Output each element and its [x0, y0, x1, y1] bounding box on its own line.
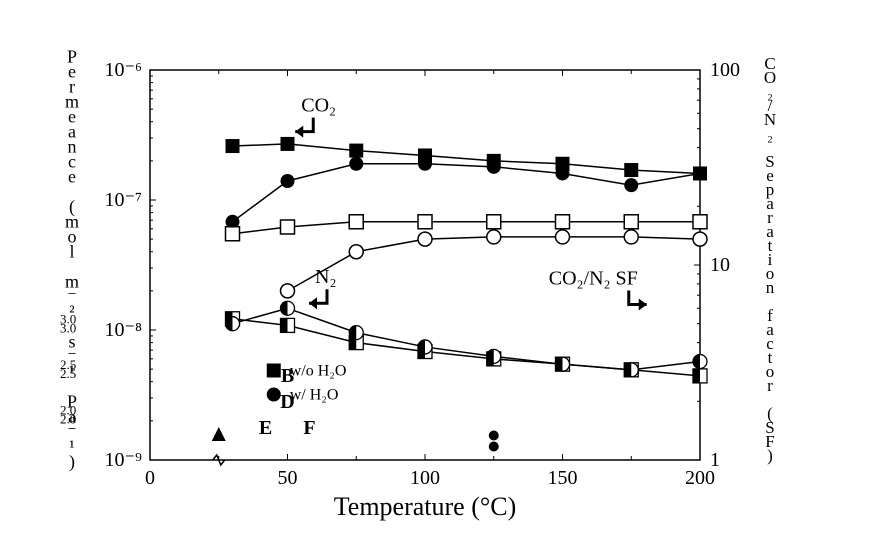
svg-text:2.5: 2.5	[60, 366, 76, 381]
svg-text:): )	[69, 452, 75, 473]
y-left-tick-label: 10⁻⁷	[104, 189, 142, 211]
series-markers-N2_wH2O	[281, 230, 708, 298]
y-left-tick-label: 10⁻⁹	[104, 449, 142, 471]
svg-text:l: l	[69, 242, 74, 262]
svg-text:e: e	[68, 167, 76, 187]
y-left-tick-label: 10⁻⁸	[104, 319, 142, 341]
svg-text:r: r	[767, 376, 773, 395]
x-tick-label: 50	[278, 467, 298, 489]
inline-label: CO₂/N₂ SF	[549, 268, 638, 290]
legend-item-label: w/o H₂O	[290, 363, 347, 380]
arrow-left-icon	[309, 289, 327, 309]
x-axis-label: Temperature (°C)	[334, 492, 517, 521]
y-right-tick-label: 10	[710, 254, 730, 276]
legend-item-label: w/ H₂O	[290, 387, 339, 404]
svg-text:F: F	[303, 417, 315, 439]
svg-text:3.0: 3.0	[60, 321, 76, 336]
inline-label: CO₂	[301, 95, 336, 117]
x-tick-label: 100	[410, 467, 440, 489]
legend: w/o H₂O w/ H₂O	[267, 363, 347, 404]
arrow-right-icon	[629, 291, 647, 311]
svg-text:n: n	[766, 278, 775, 297]
series-line-SF_wH2O	[233, 308, 701, 370]
y-right-tick-label: 1	[710, 449, 720, 471]
y-left-tick-label: 10⁻⁶	[104, 59, 142, 81]
svg-text:B: B	[281, 365, 294, 387]
chart-svg: 05010015020010⁻⁹10⁻⁸10⁻⁷10⁻⁶110100Temper…	[0, 0, 877, 554]
y-right-axis-label: CO₂/N₂ Separation factor (SF)	[764, 54, 776, 465]
arrow-left-icon	[295, 118, 313, 138]
svg-text:): )	[767, 446, 773, 465]
series-line-N2_wH2O	[288, 237, 701, 291]
svg-text:D: D	[280, 391, 294, 413]
plot-border	[150, 70, 700, 460]
svg-text:E: E	[259, 417, 272, 439]
svg-text:2.0: 2.0	[60, 412, 76, 427]
x-tick-label: 150	[548, 467, 578, 489]
x-tick-label: 0	[145, 467, 155, 489]
y-right-tick-label: 100	[710, 59, 740, 81]
svg-text:₂: ₂	[767, 124, 773, 143]
inline-label: N₂	[315, 266, 336, 288]
